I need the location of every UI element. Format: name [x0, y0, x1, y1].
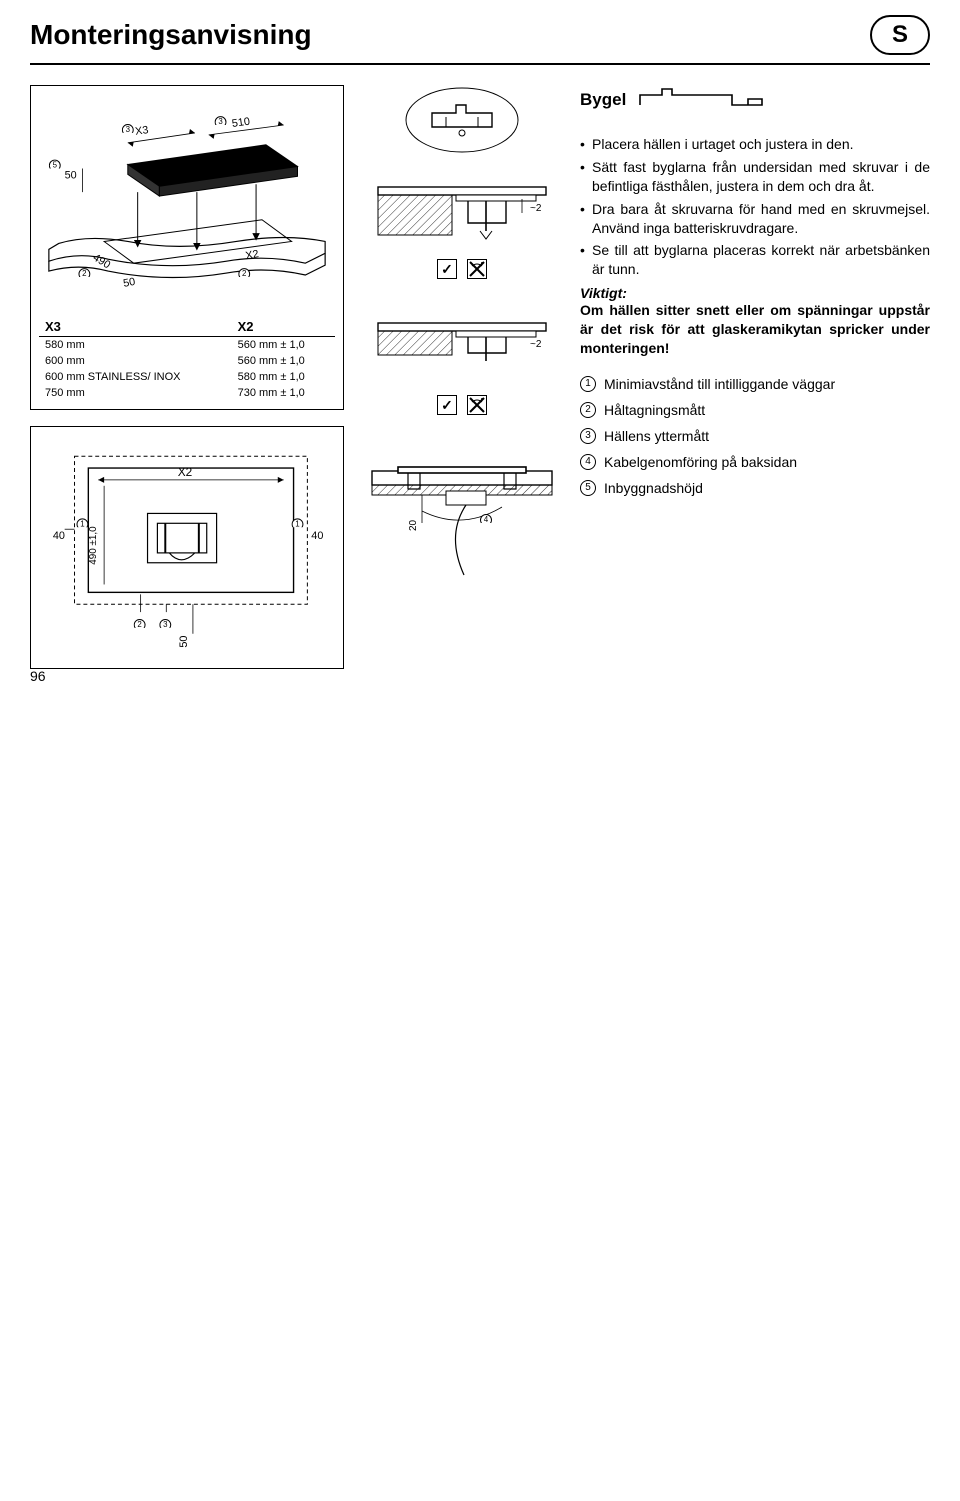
cross-section-a: ~2 [372, 165, 552, 245]
legend-num: 3 [580, 428, 596, 444]
page-number: 96 [30, 668, 46, 684]
cross-icon [467, 395, 487, 415]
language-badge: S [870, 15, 930, 55]
main-content: X3 3 510 3 5 50 490 2 50 X2 2 [30, 85, 930, 669]
page-title: Monteringsanvisning [30, 19, 870, 51]
plan-50: 50 [178, 636, 190, 648]
plan-diagram-box: X2 40 1 40 1 490 ±1,0 2 [30, 426, 344, 669]
legend-text: Minimiavstånd till intilliggande väggar [604, 376, 835, 392]
dim-th-x2: X2 [232, 317, 335, 337]
check-cross-b: ✓ [437, 395, 487, 415]
legend-item: 4 Kabelgenomföring på baksidan [580, 454, 930, 470]
cross-section-b: ~2 [372, 301, 552, 381]
legend-text: Inbyggnadshöjd [604, 480, 703, 496]
check-icon: ✓ [437, 259, 457, 279]
side-20: 20 [408, 519, 419, 531]
legend-num: 4 [580, 454, 596, 470]
circled-2-c: 2 [134, 619, 146, 628]
table-row: 600 mm STAINLESS/ INOX580 mm ± 1,0 [39, 369, 335, 385]
legend-item: 2 Håltagningsmått [580, 402, 930, 418]
dim-x2: X2 [245, 248, 260, 262]
important-body: Om hällen sitter snett eller om spänning… [580, 301, 930, 358]
bullet-item: Dra bara åt skruvarna för hand med en sk… [580, 200, 930, 238]
legend-item: 1 Minimiavstånd till intilliggande väggar [580, 376, 930, 392]
bullet-item: Placera hällen i urtaget och justera in … [580, 135, 930, 154]
legend-item: 3 Hällens yttermått [580, 428, 930, 444]
legend-num: 1 [580, 376, 596, 392]
circled-1-a: 1 [76, 518, 88, 527]
legend: 1 Minimiavstånd till intilliggande väggar… [580, 376, 930, 496]
cross-icon [467, 259, 487, 279]
circled-2-a: 2 [78, 268, 90, 277]
side-elevation: 20 4 [362, 451, 562, 591]
instruction-list: Placera hällen i urtaget och justera in … [580, 135, 930, 279]
dim-50-top: 50 [65, 169, 77, 181]
important-heading: Viktigt: [580, 285, 930, 301]
circled-3-b: 3 [215, 116, 227, 125]
dim-50-bot: 50 [122, 276, 136, 290]
circled-3-c: 3 [159, 619, 171, 628]
isometric-diagram: X3 3 510 3 5 50 490 2 50 X2 2 [39, 92, 335, 312]
plan-40r: 40 [311, 530, 323, 542]
dim-th-x3: X3 [39, 317, 232, 337]
plan-x2: X2 [178, 465, 192, 479]
table-row: 600 mm560 mm ± 1,0 [39, 353, 335, 369]
header: Monteringsanvisning S [30, 15, 930, 55]
middle-column: ~2 ✓ ~2 ✓ [362, 85, 562, 669]
right-column: Bygel Placera hällen i urtaget och juste… [580, 85, 930, 669]
bracket-detail [402, 85, 522, 155]
header-rule [30, 63, 930, 65]
circled-5: 5 [49, 159, 61, 168]
plan-diagram: X2 40 1 40 1 490 ±1,0 2 [39, 435, 335, 655]
bygel-label: Bygel [580, 90, 626, 110]
legend-text: Hällens yttermått [604, 428, 709, 444]
approx2a: ~2 [530, 203, 542, 214]
circled-2-b: 2 [238, 268, 250, 277]
circled-1-b: 1 [292, 518, 304, 527]
bullet-item: Se till att byglarna placeras korrekt nä… [580, 241, 930, 279]
left-column: X3 3 510 3 5 50 490 2 50 X2 2 [30, 85, 344, 669]
legend-text: Kabelgenomföring på baksidan [604, 454, 797, 470]
plan-490: 490 ±1,0 [88, 526, 99, 565]
bullet-item: Sätt fast byglarna från undersidan med s… [580, 158, 930, 196]
legend-text: Håltagningsmått [604, 402, 705, 418]
check-cross-a: ✓ [437, 259, 487, 279]
table-row: 750 mm730 mm ± 1,0 [39, 385, 335, 401]
bygel-row: Bygel [580, 85, 930, 115]
circled-3-a: 3 [122, 124, 134, 133]
legend-num: 2 [580, 402, 596, 418]
table-row: 580 mm560 mm ± 1,0 [39, 337, 335, 354]
legend-num: 5 [580, 480, 596, 496]
dim-510: 510 [231, 116, 251, 130]
check-icon: ✓ [437, 395, 457, 415]
dimension-table: X3 X2 580 mm560 mm ± 1,0 600 mm560 mm ± … [39, 317, 335, 401]
dim-x3: X3 [134, 124, 149, 138]
isometric-diagram-box: X3 3 510 3 5 50 490 2 50 X2 2 [30, 85, 344, 410]
circled-4: 4 [480, 514, 492, 524]
legend-item: 5 Inbyggnadshöjd [580, 480, 930, 496]
bygel-icon [636, 85, 766, 115]
approx2b: ~2 [530, 339, 542, 350]
plan-40l: 40 [53, 530, 65, 542]
